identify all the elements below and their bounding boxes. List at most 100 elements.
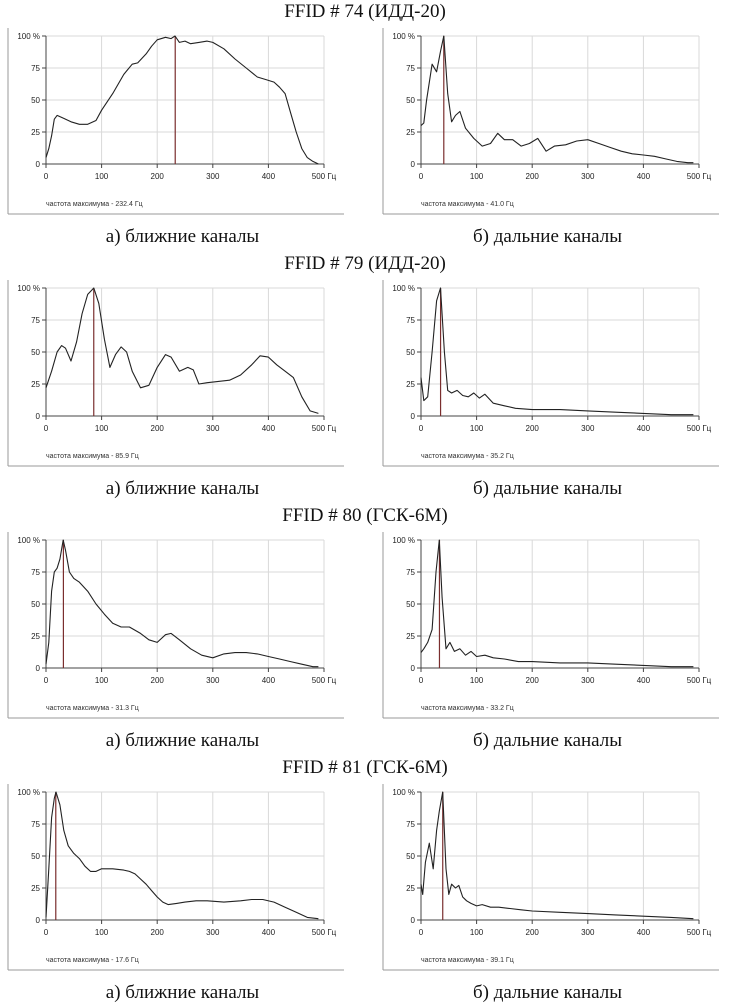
block-title: FFID # 74 (ИДД-20)	[284, 1, 446, 22]
x-tick-label: 500 Гц	[312, 424, 337, 433]
x-tick-label: 400	[262, 424, 276, 433]
far-channels-chart: 0 100 200 300 400 500 Гц 0 25 50 75 100 % частота м…	[381, 780, 721, 972]
x-tick-label: 200	[526, 928, 540, 937]
spectrum-plot: 0 100 200 300 400 500 Гц 0 25 50 75 100 % частота м…	[7, 28, 344, 215]
x-tick-label: 500 Гц	[687, 676, 712, 685]
y-tick-label: 100 %	[17, 32, 40, 41]
x-tick-label: 500 Гц	[687, 172, 712, 181]
y-tick-label: 100 %	[392, 284, 415, 293]
x-tick-label: 200	[151, 172, 165, 181]
y-tick-label: 100 %	[392, 788, 415, 797]
x-tick-label: 300	[581, 424, 595, 433]
x-tick-label: 200	[526, 424, 540, 433]
near-channels-caption: а) ближние каналы	[105, 982, 260, 1003]
far-channels-caption: б) дальние каналы	[472, 226, 623, 247]
spectrum-plot: 0 100 200 300 400 500 Гц 0 25 50 75 100 % частота м…	[7, 280, 344, 467]
spectrum-plot: 0 100 200 300 400 500 Гц 0 25 50 75 100 % частота м…	[382, 28, 719, 215]
y-tick-label: 0	[411, 916, 416, 925]
spectrum-plot: 0 100 200 300 400 500 Гц 0 25 50 75 100 % частота м…	[382, 532, 719, 719]
y-tick-label: 0	[411, 664, 416, 673]
y-tick-label: 50	[406, 852, 415, 861]
x-tick-label: 500 Гц	[312, 928, 337, 937]
y-tick-label: 75	[31, 64, 40, 73]
far-channels-caption: б) дальние каналы	[472, 478, 623, 499]
x-tick-label: 100	[470, 172, 484, 181]
x-tick-label: 300	[206, 928, 220, 937]
x-tick-label: 100	[95, 928, 109, 937]
spectrum-curve	[45, 35, 319, 165]
y-tick-label: 25	[31, 380, 40, 389]
y-tick-label: 75	[406, 820, 415, 829]
x-tick-label: 400	[637, 172, 651, 181]
y-tick-label: 50	[31, 348, 40, 357]
spectrum-curve	[420, 287, 694, 416]
y-tick-label: 25	[406, 128, 415, 137]
x-tick-label: 400	[637, 676, 651, 685]
peak-frequency-label: частота максимума - 41.0 Гц	[421, 201, 514, 208]
y-tick-label: 100 %	[17, 284, 40, 293]
x-tick-label: 200	[151, 676, 165, 685]
y-tick-label: 100 %	[17, 536, 40, 545]
near-channels-chart: 0 100 200 300 400 500 Гц 0 25 50 75 100 % частота м…	[6, 276, 346, 468]
far-channels-chart: 0 100 200 300 400 500 Гц 0 25 50 75 100 % частота м…	[381, 24, 721, 216]
y-tick-label: 50	[406, 96, 415, 105]
y-tick-label: 25	[31, 128, 40, 137]
x-tick-label: 500 Гц	[312, 172, 337, 181]
x-tick-label: 100	[95, 424, 109, 433]
peak-frequency-label: частота максимума - 17.6 Гц	[46, 957, 139, 964]
spectrum-curve	[420, 539, 694, 668]
spectrum-curve	[420, 35, 694, 164]
peak-frequency-label: частота максимума - 85.9 Гц	[46, 453, 139, 460]
x-tick-label: 100	[95, 676, 109, 685]
x-tick-label: 100	[470, 424, 484, 433]
far-channels-chart: 0 100 200 300 400 500 Гц 0 25 50 75 100 % частота м…	[381, 276, 721, 468]
x-tick-label: 200	[151, 928, 165, 937]
y-tick-label: 50	[406, 600, 415, 609]
y-tick-label: 75	[31, 820, 40, 829]
y-tick-label: 50	[31, 96, 40, 105]
near-channels-chart: 0 100 200 300 400 500 Гц 0 25 50 75 100 % частота м…	[6, 24, 346, 216]
x-tick-label: 100	[95, 172, 109, 181]
peak-frequency-label: частота максимума - 232.4 Гц	[46, 201, 143, 208]
x-tick-label: 0	[419, 676, 424, 685]
ffid-79-block: FFID # 79 (ИДД-20) 0 100 200 300 400 500 Гц 0 2…	[0, 252, 730, 504]
x-tick-label: 200	[526, 676, 540, 685]
x-tick-label: 300	[581, 928, 595, 937]
ffid-81-block: FFID # 81 (ГСК-6М) 0 100 200 300 400 500 Гц 0 2…	[0, 756, 730, 1008]
y-tick-label: 0	[36, 664, 41, 673]
y-tick-label: 100 %	[17, 788, 40, 797]
y-tick-label: 100 %	[392, 536, 415, 545]
x-tick-label: 400	[637, 424, 651, 433]
y-tick-label: 0	[411, 160, 416, 169]
x-tick-label: 300	[581, 676, 595, 685]
x-tick-label: 400	[262, 928, 276, 937]
x-tick-label: 500 Гц	[312, 676, 337, 685]
x-tick-label: 300	[206, 424, 220, 433]
y-tick-label: 75	[406, 568, 415, 577]
spectrum-plot: 0 100 200 300 400 500 Гц 0 25 50 75 100 % частота м…	[7, 532, 344, 719]
y-tick-label: 50	[406, 348, 415, 357]
x-tick-label: 0	[44, 172, 49, 181]
spectrum-curve	[420, 791, 694, 920]
near-channels-chart: 0 100 200 300 400 500 Гц 0 25 50 75 100 % частота м…	[6, 780, 346, 972]
near-channels-caption: а) ближние каналы	[105, 478, 260, 499]
x-tick-label: 0	[44, 928, 49, 937]
spectrum-plot: 0 100 200 300 400 500 Гц 0 25 50 75 100 % частота м…	[7, 784, 344, 971]
spectrum-plot: 0 100 200 300 400 500 Гц 0 25 50 75 100 % частота м…	[382, 784, 719, 971]
x-tick-label: 500 Гц	[687, 928, 712, 937]
y-tick-label: 75	[406, 64, 415, 73]
y-tick-label: 100 %	[392, 32, 415, 41]
spectrum-curve	[45, 791, 319, 920]
x-tick-label: 500 Гц	[687, 424, 712, 433]
x-tick-label: 300	[206, 676, 220, 685]
y-tick-label: 25	[31, 632, 40, 641]
x-tick-label: 0	[44, 424, 49, 433]
ffid-74-block: FFID # 74 (ИДД-20) 0 100 200 300 400 500 Гц 0 2…	[0, 0, 730, 252]
ffid-80-block: FFID # 80 (ГСК-6М) 0 100 200 300 400 500 Гц 0 2…	[0, 504, 730, 756]
y-tick-label: 75	[406, 316, 415, 325]
spectrum-curve	[45, 287, 319, 414]
y-tick-label: 0	[36, 412, 41, 421]
y-tick-label: 50	[31, 852, 40, 861]
x-tick-label: 0	[44, 676, 49, 685]
y-tick-label: 25	[406, 884, 415, 893]
